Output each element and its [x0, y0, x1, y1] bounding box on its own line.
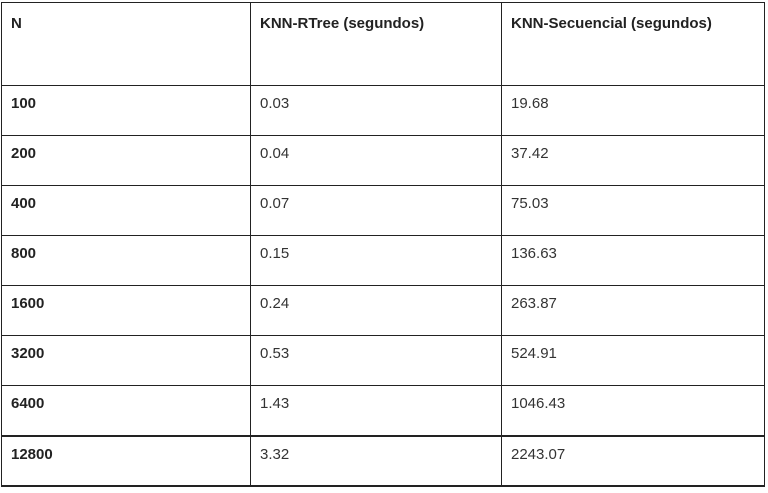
cell-secuencial: 1046.43 [501, 385, 765, 436]
cell-secuencial: 524.91 [501, 335, 765, 386]
cell-rtree: 0.03 [250, 85, 502, 136]
cell-rtree: 1.43 [250, 385, 502, 436]
cell-rtree: 0.07 [250, 185, 502, 236]
table-row: 400 0.07 75.03 [1, 185, 765, 236]
cell-rtree: 0.24 [250, 285, 502, 336]
cell-secuencial: 37.42 [501, 135, 765, 186]
cell-secuencial: 263.87 [501, 285, 765, 336]
table-row: 12800 3.32 2243.07 [1, 434, 765, 487]
header-knn-secuencial: KNN-Secuencial (segundos) [501, 2, 765, 86]
table-row: 100 0.03 19.68 [1, 85, 765, 136]
cell-n: 400 [1, 185, 251, 236]
cell-secuencial: 2243.07 [501, 434, 765, 487]
header-row: N KNN-RTree (segundos) KNN-Secuencial (s… [1, 2, 765, 86]
results-table: N KNN-RTree (segundos) KNN-Secuencial (s… [1, 2, 765, 487]
cell-secuencial: 136.63 [501, 235, 765, 286]
cell-n: 800 [1, 235, 251, 286]
cell-rtree: 3.32 [250, 434, 502, 487]
cell-secuencial: 75.03 [501, 185, 765, 236]
table-row: 200 0.04 37.42 [1, 135, 765, 186]
cell-n: 1600 [1, 285, 251, 336]
cell-n: 12800 [1, 434, 251, 487]
cell-n: 100 [1, 85, 251, 136]
table-row: 6400 1.43 1046.43 [1, 385, 765, 436]
cell-rtree: 0.15 [250, 235, 502, 286]
cell-n: 6400 [1, 385, 251, 436]
cell-rtree: 0.04 [250, 135, 502, 186]
header-n: N [1, 2, 251, 86]
table-row: 1600 0.24 263.87 [1, 285, 765, 336]
cell-n: 3200 [1, 335, 251, 386]
cell-n: 200 [1, 135, 251, 186]
cell-secuencial: 19.68 [501, 85, 765, 136]
table-row: 800 0.15 136.63 [1, 235, 765, 286]
cell-rtree: 0.53 [250, 335, 502, 386]
header-knn-rtree: KNN-RTree (segundos) [250, 2, 502, 86]
table-row: 3200 0.53 524.91 [1, 335, 765, 386]
